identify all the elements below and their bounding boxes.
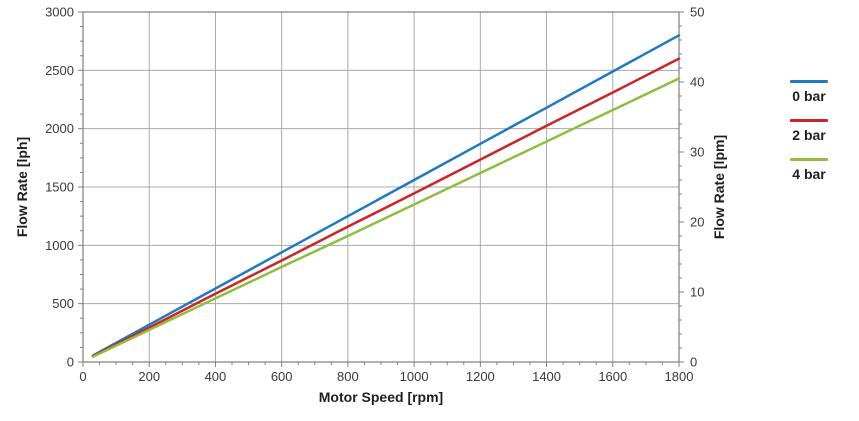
x-tick-label: 200 [138, 369, 160, 384]
legend-entry-2-bar: 2 bar [790, 119, 828, 143]
y-right-tick-label: 30 [690, 145, 704, 160]
legend-label-2-bar: 2 bar [792, 127, 826, 143]
y-left-tick-label: 1000 [45, 238, 74, 253]
x-axis-title: Motor Speed [rpm] [318, 389, 444, 405]
y-left-tick-label: 2500 [45, 63, 74, 78]
x-tick-label: 600 [271, 369, 293, 384]
chart-legend: 0 bar 2 bar 4 bar [790, 80, 828, 197]
y-axis-right-title: Flow Rate [lpm] [711, 134, 727, 240]
x-tick-label: 800 [337, 369, 359, 384]
series-line-4-bar [91, 77, 681, 358]
series-line-2-bar [91, 57, 681, 358]
x-tick-label: 1600 [598, 369, 627, 384]
y-left-tick-label: 0 [67, 355, 74, 370]
x-tick-label: 1200 [466, 369, 495, 384]
y-right-tick-label: 20 [690, 215, 704, 230]
y-left-tick-label: 2000 [45, 121, 74, 136]
y-right-tick-label: 40 [690, 75, 704, 90]
y-axis-left-title: Flow Rate [lph] [14, 136, 30, 238]
y-left-tick-label: 3000 [45, 5, 74, 20]
legend-line-swatch-4-bar [790, 158, 828, 161]
y-left-tick-label: 500 [52, 296, 74, 311]
y-right-tick-label: 10 [690, 285, 704, 300]
series-line-0-bar [91, 34, 681, 357]
legend-line-swatch-0-bar [790, 80, 828, 83]
y-left-tick-label: 1500 [45, 180, 74, 195]
legend-entry-0-bar: 0 bar [790, 80, 828, 104]
y-right-tick-label: 0 [690, 355, 697, 370]
x-tick-label: 0 [79, 369, 86, 384]
x-tick-label: 1800 [665, 369, 694, 384]
x-tick-label: 400 [205, 369, 227, 384]
y-right-tick-label: 50 [690, 5, 704, 20]
legend-label-4-bar: 4 bar [792, 166, 826, 182]
x-tick-label: 1000 [400, 369, 429, 384]
legend-entry-4-bar: 4 bar [790, 158, 828, 182]
legend-line-swatch-2-bar [790, 119, 828, 122]
x-tick-label: 1400 [532, 369, 561, 384]
legend-label-0-bar: 0 bar [792, 88, 826, 104]
